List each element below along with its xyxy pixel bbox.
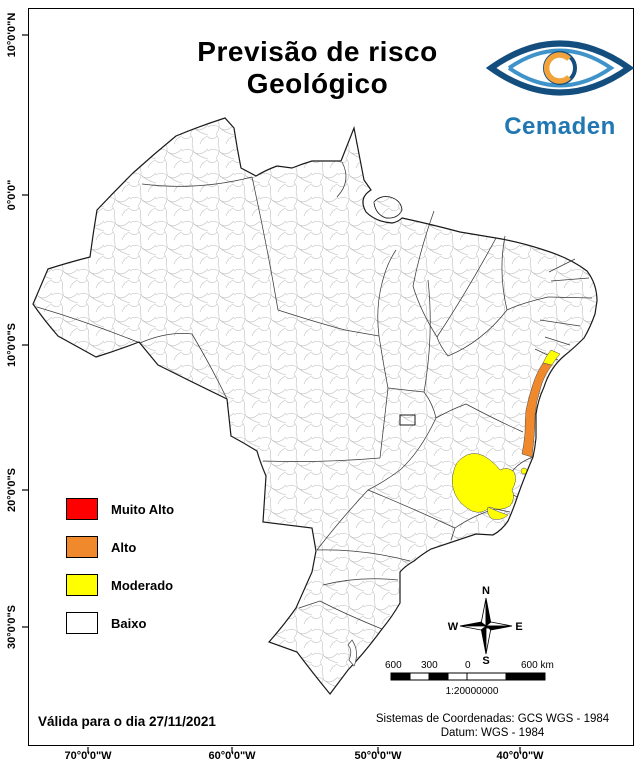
risk-area-alto-coastal-strip xyxy=(521,362,553,458)
cemaden-logo-text: Cemaden xyxy=(504,113,616,140)
axis-label-lat-10s: 10°0'0"S xyxy=(6,322,18,368)
legend-label-moderado: Moderado xyxy=(111,577,174,593)
cemaden-eye-icon xyxy=(485,40,635,96)
brazil-country-shape xyxy=(33,118,597,694)
scale-bar-segments xyxy=(390,672,546,681)
legend-item-muito-alto: Muito Alto xyxy=(66,498,174,520)
axis-label-lon-40w: 40°0'0"W xyxy=(496,750,544,762)
lagoa-dos-patos xyxy=(347,639,357,667)
legend-swatch-muito-alto xyxy=(66,498,98,520)
compass-rose: N S W E xyxy=(448,585,523,664)
axis-label-lon-50w: 50°0'0"W xyxy=(354,750,402,762)
legend-label-alto: Alto xyxy=(111,539,137,555)
legend-swatch-moderado xyxy=(66,574,98,596)
projection-info: Sistemas de Coordenadas: GCS WGS - 1984 … xyxy=(350,712,635,741)
scale-bar: 600 300 0 600 km 1:20000000 xyxy=(385,660,554,697)
compass-west-label: W xyxy=(448,621,459,633)
map-frame xyxy=(28,8,634,746)
marajo-island xyxy=(373,196,403,219)
page-title-line2: Geológico xyxy=(246,68,389,100)
distrito-federal-outline xyxy=(399,414,416,426)
axis-label-lat-10n: 10°0'0"N xyxy=(6,12,18,58)
page-title: Previsão de risco Geológico xyxy=(150,36,485,100)
projection-line1: Sistemas de Coordenadas: GCS WGS - 1984 xyxy=(375,713,610,725)
state-boundaries xyxy=(36,161,593,630)
legend-label-muito-alto: Muito Alto xyxy=(111,501,175,517)
risk-legend: Muito Alto Alto Moderado Baixo xyxy=(66,498,174,650)
scale-tick-300: 300 xyxy=(421,660,438,671)
axis-label-lat-0: 0°0'0" xyxy=(6,179,18,211)
compass-east-label: E xyxy=(515,621,522,633)
legend-label-baixo: Baixo xyxy=(111,615,147,631)
axis-label-lon-70w: 70°0'0"W xyxy=(64,750,112,762)
graticule-ticks xyxy=(22,34,521,753)
scale-tick-0: 0 xyxy=(465,660,471,671)
legend-swatch-alto xyxy=(66,536,98,558)
compass-north-label: N xyxy=(482,585,490,597)
legend-swatch-baixo xyxy=(66,612,98,634)
compass-star-icon xyxy=(459,597,513,655)
axis-label-lat-20s: 20°0'0"S xyxy=(6,467,18,513)
axis-label-lat-30s: 30°0'0"S xyxy=(6,604,18,650)
risk-area-moderado-rio-coast xyxy=(487,506,509,520)
compass-south-label: S xyxy=(482,655,489,664)
legend-item-alto: Alto xyxy=(66,536,174,558)
page-title-line1: Previsão de risco xyxy=(197,36,438,67)
projection-line2: Datum: WGS - 1984 xyxy=(440,727,545,740)
risk-area-moderado-coastal-tip xyxy=(542,349,561,366)
scale-ratio: 1:20000000 xyxy=(445,686,499,697)
validity-note: Válida para o dia 27/11/2021 xyxy=(38,714,216,729)
risk-area-moderado-minas xyxy=(452,453,516,513)
brazil-outline xyxy=(32,117,598,695)
axis-label-lon-60w: 60°0'0"W xyxy=(208,750,256,762)
legend-item-baixo: Baixo xyxy=(66,612,174,634)
legend-item-moderado: Moderado xyxy=(66,574,174,596)
cemaden-logo: Cemaden xyxy=(482,30,638,141)
scale-tick-600-km: 600 km xyxy=(521,660,554,671)
risk-areas xyxy=(452,349,561,520)
scale-tick-600-left: 600 xyxy=(385,660,402,671)
